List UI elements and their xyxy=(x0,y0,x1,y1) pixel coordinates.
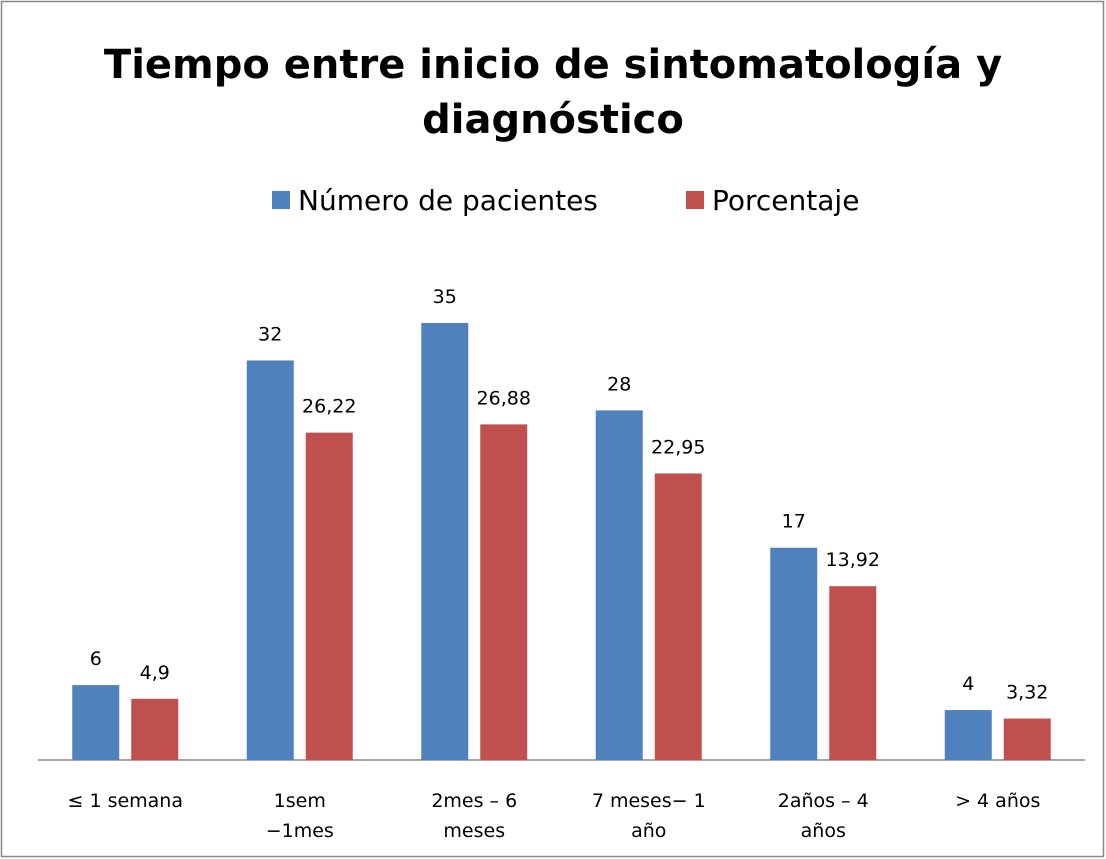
x-tick-label: ≤ 1 semana xyxy=(67,790,183,812)
bar xyxy=(480,424,528,760)
bar xyxy=(305,432,353,760)
legend-swatch xyxy=(272,191,290,209)
data-label: 28 xyxy=(607,373,631,395)
data-label: 22,95 xyxy=(651,436,705,458)
bar xyxy=(595,410,643,760)
x-tick-label: > 4 años xyxy=(955,790,1041,812)
legend-label: Porcentaje xyxy=(712,184,859,217)
x-tick-label: 7 meses− 1 año xyxy=(591,790,706,842)
data-label: 6 xyxy=(90,648,102,670)
data-label: 4 xyxy=(962,673,974,695)
data-label: 26,22 xyxy=(302,396,356,418)
bar xyxy=(72,685,120,760)
data-label: 4,9 xyxy=(140,662,170,684)
bar xyxy=(1003,718,1051,760)
bar xyxy=(944,710,992,760)
data-label: 17 xyxy=(782,511,806,533)
bar xyxy=(246,360,294,760)
legend-label: Número de pacientes xyxy=(298,184,598,217)
data-label: 13,92 xyxy=(826,549,880,571)
x-tick-label: 2mes – 6 meses xyxy=(431,790,518,842)
x-tick-label: 2años – 4 años xyxy=(777,790,869,842)
bar xyxy=(654,473,702,760)
bar xyxy=(829,586,877,760)
bar xyxy=(421,323,469,760)
bar xyxy=(131,698,179,760)
data-label: 3,32 xyxy=(1006,682,1048,704)
bar xyxy=(770,547,818,760)
data-label: 32 xyxy=(258,323,282,345)
data-label: 35 xyxy=(433,286,457,308)
x-tick-label: 1sem −1mes xyxy=(265,790,334,842)
legend-swatch xyxy=(686,191,704,209)
data-label: 26,88 xyxy=(477,387,531,409)
